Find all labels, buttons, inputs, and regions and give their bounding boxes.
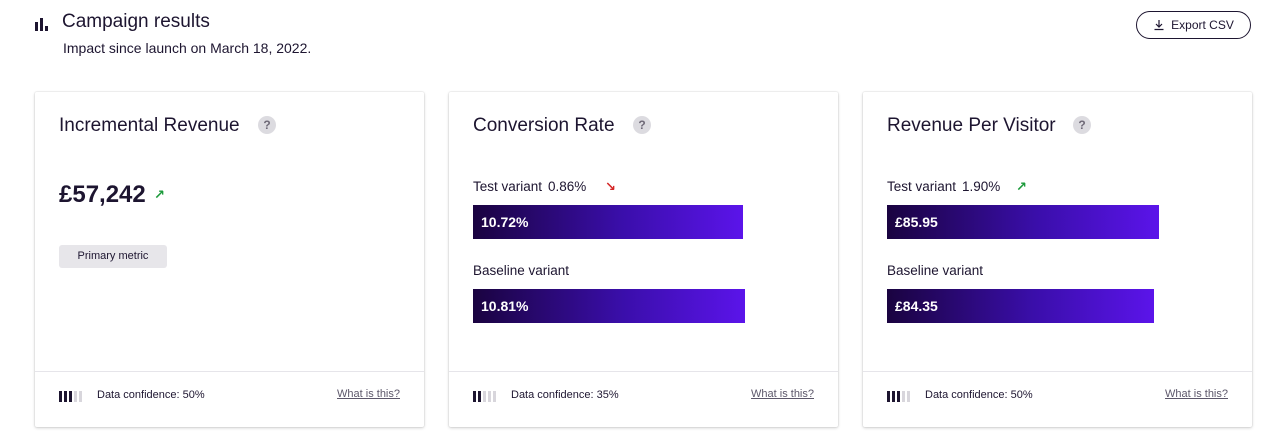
card-footer: Data confidence: 50% What is this? — [863, 371, 1252, 427]
baseline-variant-bar: 10.81% — [473, 289, 745, 323]
confidence-segment — [79, 391, 82, 402]
test-variant-change: 1.90% — [962, 179, 1001, 194]
baseline-variant-label: Baseline variant — [473, 263, 570, 278]
card-footer: Data confidence: 50% What is this? — [35, 371, 424, 427]
test-variant-label: Test variant 0.86% — [473, 179, 586, 194]
confidence-segment — [907, 391, 910, 402]
help-icon[interactable]: ? — [633, 116, 651, 134]
metric-card-revenue-per-visitor: Revenue Per Visitor ? Test variant 1.90% … — [863, 92, 1252, 427]
help-icon[interactable]: ? — [258, 116, 276, 134]
export-csv-label: Export CSV — [1171, 18, 1234, 32]
what-is-this-link[interactable]: What is this? — [1165, 388, 1228, 400]
test-variant-label: Test variant 1.90% — [887, 179, 1000, 194]
card-footer: Data confidence: 35% What is this? — [449, 371, 838, 427]
confidence-meter — [887, 391, 910, 402]
metric-card-incremental-revenue: Incremental Revenue ? £57,242 ↗ Primary … — [35, 92, 424, 427]
test-variant-change: 0.86% — [548, 179, 587, 194]
test-variant-value: 10.72% — [481, 214, 529, 230]
confidence-segment — [478, 391, 481, 402]
confidence-text: Data confidence: 35% — [511, 389, 619, 401]
confidence-segment — [64, 391, 67, 402]
confidence-text: Data confidence: 50% — [97, 389, 205, 401]
confidence-segment — [493, 391, 496, 402]
page-header: Campaign results Impact since launch on … — [0, 0, 1261, 80]
download-icon — [1154, 20, 1164, 31]
what-is-this-link[interactable]: What is this? — [751, 388, 814, 400]
test-variant-bar: £85.95 — [887, 205, 1159, 239]
what-is-this-link[interactable]: What is this? — [337, 388, 400, 400]
confidence-segment — [74, 391, 77, 402]
metric-value: £57,242 — [59, 181, 146, 208]
trend-down-icon: ↘ — [605, 179, 616, 194]
baseline-variant-label: Baseline variant — [887, 263, 984, 278]
export-csv-button[interactable]: Export CSV — [1136, 11, 1251, 39]
test-variant-text: Test variant — [473, 179, 543, 194]
confidence-segment — [897, 391, 900, 402]
confidence-segment — [483, 391, 486, 402]
confidence-segment — [473, 391, 476, 402]
test-variant-bar: 10.72% — [473, 205, 743, 239]
test-variant-text: Test variant — [887, 179, 957, 194]
confidence-segment — [902, 391, 905, 402]
metric-card-conversion-rate: Conversion Rate ? Test variant 0.86% ↘ 10… — [449, 92, 838, 427]
card-title: Incremental Revenue — [59, 115, 240, 136]
page-subtitle: Impact since launch on March 18, 2022. — [63, 40, 312, 56]
baseline-variant-value: 10.81% — [481, 298, 529, 314]
primary-metric-badge: Primary metric — [59, 245, 167, 268]
confidence-segment — [69, 391, 72, 402]
trend-up-icon: ↗ — [154, 187, 165, 202]
confidence-segment — [887, 391, 890, 402]
baseline-variant-value: £84.35 — [895, 298, 938, 314]
confidence-segment — [892, 391, 895, 402]
baseline-variant-bar: £84.35 — [887, 289, 1154, 323]
confidence-meter — [473, 391, 496, 402]
card-title: Revenue Per Visitor — [887, 115, 1056, 136]
confidence-segment — [59, 391, 62, 402]
card-title: Conversion Rate — [473, 115, 615, 136]
help-icon[interactable]: ? — [1073, 116, 1091, 134]
test-variant-value: £85.95 — [895, 214, 938, 230]
bar-chart-icon — [35, 17, 49, 31]
confidence-text: Data confidence: 50% — [925, 389, 1033, 401]
confidence-meter — [59, 391, 82, 402]
page-title: Campaign results — [62, 11, 210, 32]
confidence-segment — [488, 391, 491, 402]
trend-up-icon: ↗ — [1016, 179, 1027, 194]
